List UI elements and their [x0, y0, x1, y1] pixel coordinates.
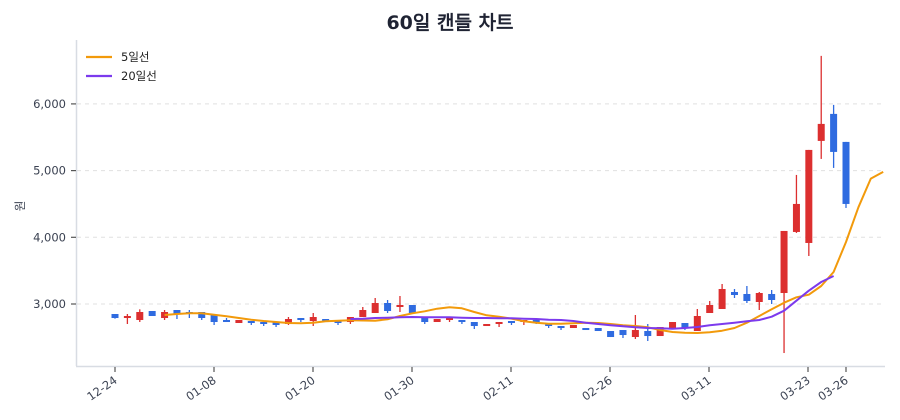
candle-down — [223, 318, 231, 323]
candle-down — [557, 326, 565, 331]
candle-down — [842, 141, 850, 208]
candle-up — [483, 324, 491, 327]
candle-up — [569, 325, 577, 329]
candle-up — [433, 319, 441, 323]
y-axis-label: 원 — [13, 201, 27, 212]
candle-down — [111, 314, 119, 319]
x-tick-label: 01-20 — [282, 373, 317, 404]
candle-up — [235, 320, 243, 324]
legend: 5일선 20일선 — [86, 50, 157, 83]
x-tick-label: 02-26 — [579, 373, 614, 404]
x-tick-label: 02-11 — [480, 373, 515, 404]
legend-label: 20일선 — [121, 69, 157, 83]
ma5-line — [164, 171, 884, 334]
chart-title: 60일 캔들 차트 — [386, 12, 514, 34]
candle-up — [396, 295, 404, 313]
candle-up — [123, 314, 131, 325]
moving-average-lines — [164, 171, 884, 334]
candle-up — [309, 313, 317, 327]
candle-down — [743, 285, 751, 303]
x-tick-label: 01-08 — [183, 373, 218, 404]
candle-down — [421, 318, 429, 325]
y-tick-label: 3,000 — [33, 297, 66, 311]
candle-up — [792, 174, 800, 233]
candle-up — [706, 300, 714, 314]
candle-down — [830, 104, 838, 168]
candle-down — [470, 322, 478, 330]
candle-up — [780, 230, 788, 354]
x-tick-label: 03-26 — [815, 373, 850, 404]
candle-down — [148, 311, 156, 317]
candle-down — [210, 315, 218, 326]
grid-lines — [77, 103, 885, 305]
candle-down — [582, 328, 590, 331]
x-tick-label: 03-11 — [678, 373, 713, 404]
candle-down — [507, 321, 515, 326]
candle-down — [297, 318, 305, 323]
candle-up — [805, 149, 813, 256]
axes — [75, 40, 885, 368]
x-tick-label: 01-30 — [381, 373, 416, 404]
candle-down — [768, 289, 776, 304]
candle-down — [594, 328, 602, 332]
candle-up — [718, 283, 726, 310]
candle-down — [458, 320, 466, 325]
candle-up — [817, 55, 825, 159]
candle-down — [408, 305, 416, 314]
candle-up — [755, 291, 763, 311]
candle-up — [136, 309, 144, 323]
x-tick-label: 12-24 — [84, 373, 119, 404]
x-tick-label: 03-23 — [777, 373, 812, 404]
candle-down — [384, 299, 392, 314]
candle-up — [495, 322, 503, 328]
candle-down — [260, 322, 268, 327]
legend-label: 5일선 — [121, 50, 149, 64]
candles — [111, 55, 850, 354]
candle-up — [371, 297, 379, 314]
candle-up — [446, 318, 454, 323]
candle-down — [607, 331, 615, 338]
candle-down — [619, 330, 627, 339]
candle-down — [730, 288, 738, 298]
candle-down — [247, 321, 255, 326]
ma20-line — [350, 275, 835, 330]
y-axis-ticks: 6,000 5,000 4,000 3,000 — [33, 97, 76, 311]
y-tick-label: 5,000 — [33, 164, 66, 178]
candle-up — [359, 307, 367, 318]
candle-up — [161, 310, 169, 321]
y-tick-label: 6,000 — [33, 97, 66, 111]
x-axis-ticks: 12-24 01-08 01-20 01-30 02-11 02-26 03-11 03-23… — [84, 367, 851, 404]
y-tick-label: 4,000 — [33, 230, 66, 244]
